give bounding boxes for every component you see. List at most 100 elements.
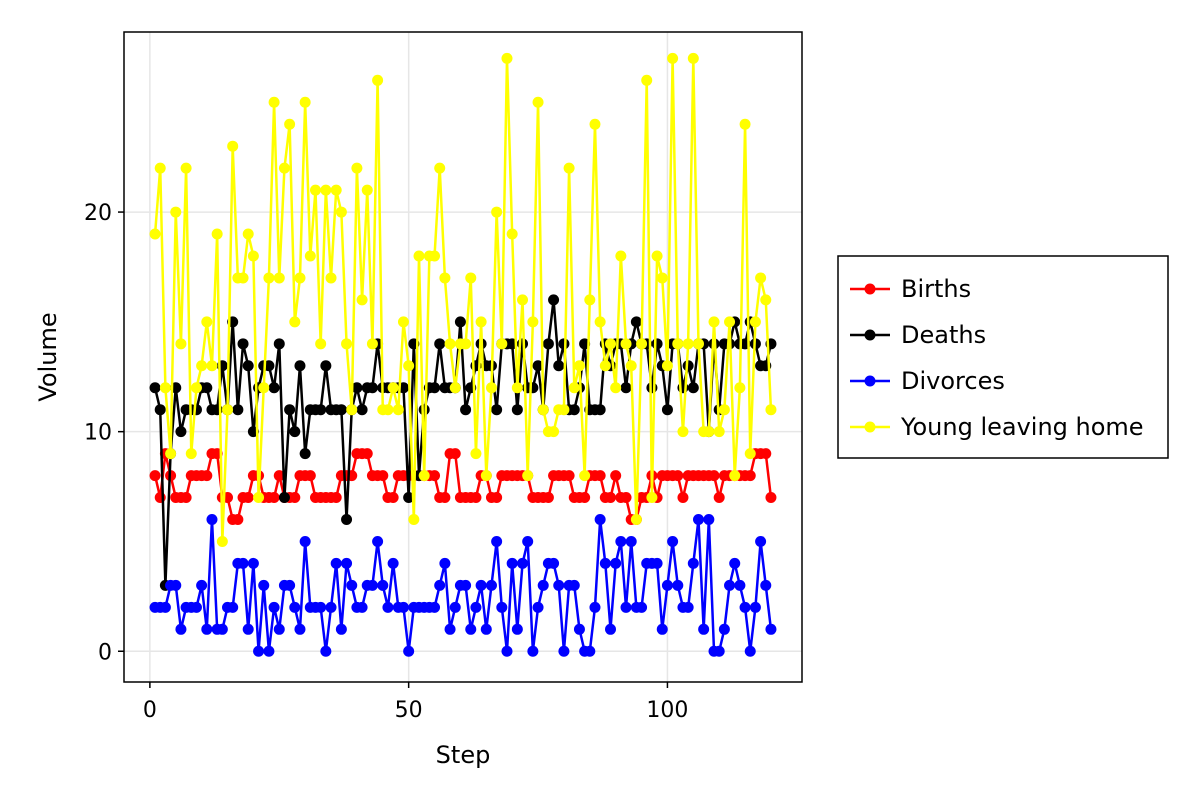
data-point <box>511 404 523 416</box>
data-point <box>253 492 265 504</box>
data-point <box>216 623 228 635</box>
data-point <box>382 601 394 613</box>
data-point <box>625 535 637 547</box>
data-point <box>646 492 658 504</box>
data-point <box>506 557 518 569</box>
data-point <box>387 382 399 394</box>
axis-ticks: 0 50 100 0 10 20 <box>84 201 688 723</box>
data-point <box>310 184 321 196</box>
data-point <box>511 382 523 394</box>
data-point <box>672 338 684 350</box>
data-point <box>429 601 441 613</box>
data-point <box>366 579 378 591</box>
data-point <box>403 645 415 657</box>
data-point <box>299 535 311 547</box>
data-point <box>610 557 622 569</box>
data-point <box>672 579 684 591</box>
data-point <box>294 272 306 284</box>
data-point <box>542 338 554 350</box>
data-point <box>320 645 332 657</box>
data-point <box>542 492 554 504</box>
data-point <box>620 492 632 504</box>
data-point <box>558 338 570 350</box>
data-point <box>480 623 492 635</box>
data-point <box>496 338 508 350</box>
data-point <box>594 316 606 328</box>
data-point <box>749 316 761 328</box>
data-point <box>258 579 270 591</box>
data-point <box>682 601 694 613</box>
data-point <box>760 448 772 460</box>
data-point <box>449 601 461 613</box>
legend-label: Divorces <box>901 367 1005 395</box>
data-point <box>201 470 213 482</box>
data-point <box>579 492 591 504</box>
data-point <box>677 492 689 504</box>
data-point <box>263 645 275 657</box>
data-point <box>449 448 461 460</box>
data-point <box>548 426 560 438</box>
data-point <box>651 557 663 569</box>
data-point <box>656 623 668 635</box>
data-point <box>356 294 368 306</box>
data-point <box>320 360 332 372</box>
data-point <box>718 404 730 416</box>
data-point <box>206 514 218 525</box>
data-point <box>765 623 777 635</box>
data-point <box>651 250 663 262</box>
data-point <box>563 162 575 174</box>
data-point <box>558 404 570 416</box>
x-tick-label: 0 <box>143 698 157 723</box>
data-point <box>429 250 441 262</box>
data-point <box>501 52 513 64</box>
legend-marker <box>864 329 876 341</box>
data-point <box>724 579 736 591</box>
data-point <box>268 492 280 504</box>
data-point <box>273 272 285 284</box>
data-point <box>413 250 425 262</box>
data-point <box>610 470 622 482</box>
data-point <box>579 470 591 482</box>
data-point <box>527 382 539 394</box>
data-point <box>242 623 254 635</box>
data-point <box>170 206 182 218</box>
data-point <box>589 601 601 613</box>
data-point <box>713 492 725 504</box>
data-point <box>247 557 259 569</box>
data-point <box>268 96 280 108</box>
data-point <box>636 601 648 613</box>
data-point <box>434 162 446 174</box>
data-point <box>687 382 699 394</box>
data-point <box>522 470 534 482</box>
data-point <box>760 294 772 306</box>
data-point <box>190 601 202 613</box>
data-point <box>273 338 285 350</box>
data-point <box>175 623 187 635</box>
data-point <box>491 492 503 504</box>
data-point <box>387 557 399 569</box>
data-point <box>175 338 187 350</box>
data-point <box>315 404 327 416</box>
data-point <box>444 623 456 635</box>
data-point <box>284 404 296 416</box>
data-point <box>605 623 616 635</box>
data-point <box>568 404 580 416</box>
data-point <box>149 228 161 240</box>
data-point <box>335 206 347 218</box>
data-point <box>682 360 694 372</box>
data-point <box>242 360 254 372</box>
data-point <box>175 426 187 438</box>
data-point <box>258 382 270 394</box>
data-point <box>434 338 446 350</box>
legend-marker <box>864 283 876 295</box>
data-point <box>418 404 430 416</box>
data-point <box>506 228 518 240</box>
x-axis-title: Step <box>436 741 491 769</box>
data-point <box>532 360 544 372</box>
data-point <box>361 448 373 460</box>
data-point <box>154 404 166 416</box>
data-point <box>610 382 622 394</box>
data-point <box>692 514 704 525</box>
data-point <box>651 338 663 350</box>
